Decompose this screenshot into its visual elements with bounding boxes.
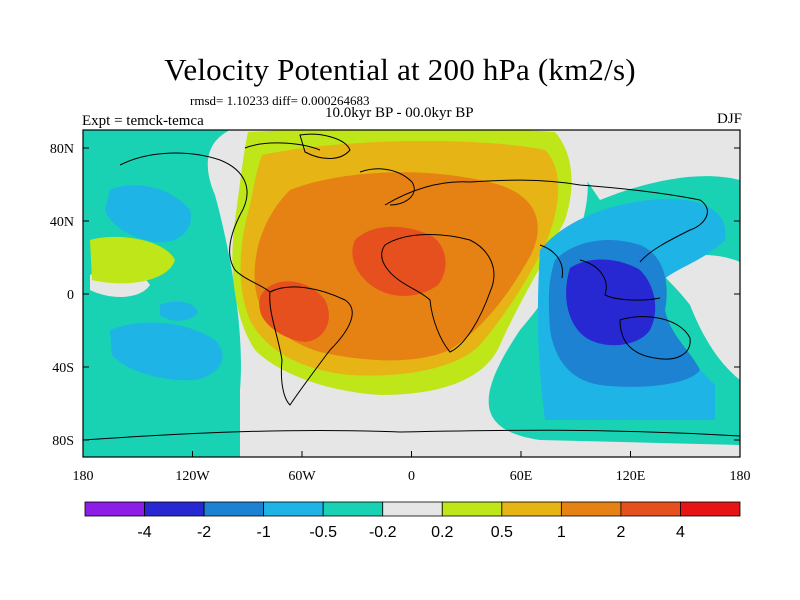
contour-fill <box>83 130 740 457</box>
colorbar-swatch <box>560 501 622 517</box>
x-tick-label: 120W <box>175 469 210 484</box>
colorbar-swatch <box>441 501 503 517</box>
colorbar-label: 2 <box>616 524 625 541</box>
colorbar-label: -2 <box>197 524 211 541</box>
lightblue-north-pacific <box>105 185 191 243</box>
x-tick-label: 0 <box>408 469 415 484</box>
lightblue-south-pacific-2 <box>160 301 198 321</box>
colorbar-label: -1 <box>257 524 271 541</box>
coastlines <box>83 133 740 441</box>
deepblue-region <box>566 259 656 346</box>
y-tick-label: 80S <box>52 434 74 449</box>
colorbar-label: -0.5 <box>309 524 337 541</box>
colorbar-swatch <box>203 501 265 517</box>
colorbar-swatch <box>620 501 681 517</box>
y-tick-label: 40N <box>50 215 74 230</box>
green-pacific-west <box>90 236 175 284</box>
y-tick-label: 80N <box>50 142 74 157</box>
colorbar-swatch <box>322 501 384 517</box>
y-tick-label: 40S <box>52 361 74 376</box>
colorbar-label: 0.5 <box>491 524 513 541</box>
red-region-samerica <box>259 281 329 342</box>
stats-line: rmsd= 1.10233 diff= 0.000264683 <box>190 93 370 108</box>
colorbar-label: 4 <box>676 524 685 541</box>
x-tick-label: 60W <box>288 469 316 484</box>
colorbar-swatch <box>84 501 145 517</box>
y-ticks <box>83 147 740 441</box>
colorbar-swatch <box>501 501 562 517</box>
colorbar-labels: -4 -2 -1 -0.5 -0.2 0.2 0.5 1 2 4 <box>137 524 685 541</box>
x-tick-label: 60E <box>510 469 533 484</box>
colorbar-swatch <box>263 501 324 517</box>
lightblue-south-pacific <box>110 322 223 381</box>
y-tick-label: 0 <box>67 288 74 303</box>
grey-east-pacific <box>655 254 740 380</box>
colorbar <box>84 501 741 517</box>
colorbar-swatch <box>382 501 443 517</box>
colorbar-swatch <box>144 501 205 517</box>
x-ticks <box>82 451 741 457</box>
colorbar-label: -0.2 <box>369 524 397 541</box>
red-region-africa <box>352 226 446 296</box>
colorbar-label: -4 <box>137 524 151 541</box>
season-label: DJF <box>716 111 742 127</box>
experiment-label: Expt = temck-temca <box>82 113 204 129</box>
period-label: 10.0kyr BP - 00.0kyr BP <box>325 105 474 121</box>
x-tick-label: 120E <box>616 469 646 484</box>
x-tick-label: 180 <box>73 469 94 484</box>
grey-pacific-east <box>560 130 740 200</box>
colorbar-label: 0.2 <box>431 524 453 541</box>
x-tick-label: 180 <box>730 469 751 484</box>
colorbar-swatch <box>680 501 741 517</box>
colorbar-label: 1 <box>557 524 566 541</box>
chart-title: Velocity Potential at 200 hPa (km2/s) <box>164 52 636 87</box>
